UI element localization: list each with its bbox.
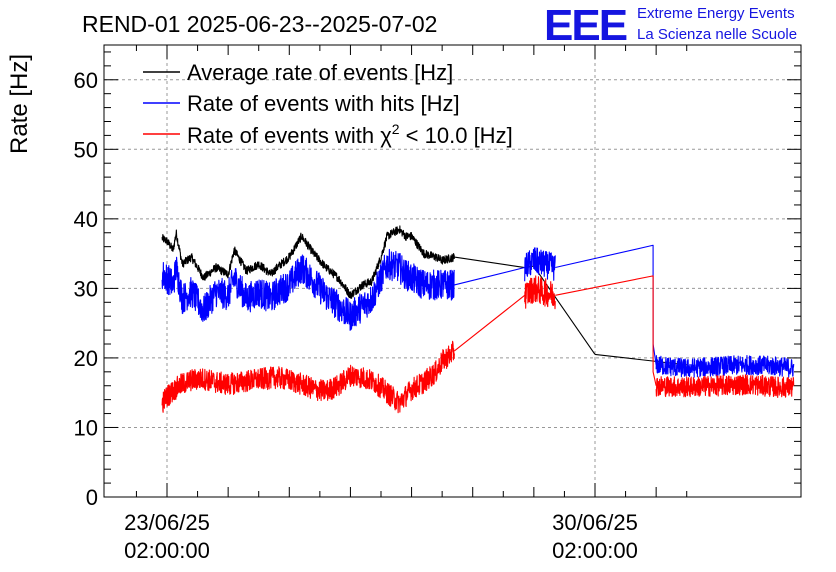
series-line-segment — [524, 275, 556, 310]
eee-logo: EEE Extreme Energy Events La Scienza nel… — [544, 1, 797, 50]
series-line-segment — [655, 374, 795, 398]
series-line-segment — [454, 294, 526, 352]
series-line-segment — [555, 275, 657, 386]
eee-logo-mark: EEE — [544, 1, 627, 50]
x-tick-label-date: 30/06/25 — [552, 510, 638, 535]
series-line-segment — [524, 247, 556, 282]
y-axis-label: Rate [Hz] — [6, 54, 33, 154]
plot-frame — [103, 44, 802, 498]
eee-logo-line1: Extreme Energy Events — [637, 5, 795, 22]
legend: Average rate of events [Hz] Rate of even… — [143, 60, 513, 148]
x-tick-label-date: 23/06/25 — [124, 510, 210, 535]
y-tick-label: 0 — [86, 485, 98, 510]
legend-chi2-sup: 2 — [392, 121, 400, 137]
y-tick-label: 40 — [74, 207, 98, 232]
legend-label-hits: Rate of events with hits [Hz] — [187, 91, 460, 116]
y-tick-label: 30 — [74, 276, 98, 301]
y-tick-label: 60 — [74, 68, 98, 93]
eee-logo-line2: La Scienza nelle Scuole — [637, 26, 797, 43]
chart-title: REND-01 2025-06-23--2025-07-02 — [82, 11, 437, 37]
series-line-segment — [161, 340, 455, 414]
legend-label-chi2: Rate of events with χ2 < 10.0 [Hz] — [187, 121, 513, 148]
series-hits-rate — [161, 244, 795, 378]
x-tick-label-time: 02:00:00 — [552, 538, 638, 563]
series-chi2-rate — [161, 275, 795, 414]
series-group — [161, 225, 795, 414]
series-line-segment — [161, 225, 455, 299]
series-line-segment — [161, 248, 455, 331]
y-tick-label: 50 — [74, 137, 98, 162]
x-tick-label-time: 02:00:00 — [124, 538, 210, 563]
y-tick-label: 10 — [74, 415, 98, 440]
y-tick-label: 20 — [74, 346, 98, 371]
series-line-segment — [454, 266, 525, 286]
series-line-segment — [555, 244, 657, 365]
legend-chi2-suffix: < 10.0 [Hz] — [400, 123, 513, 148]
axis-ticks: 0 10 20 30 40 50 60 23/06/25 02:00:00 30/06/25 02:… — [74, 45, 801, 563]
legend-chi2-prefix: Rate of events with χ — [187, 123, 392, 148]
legend-label-avg: Average rate of events [Hz] — [187, 60, 453, 85]
series-line-segment — [655, 355, 795, 378]
